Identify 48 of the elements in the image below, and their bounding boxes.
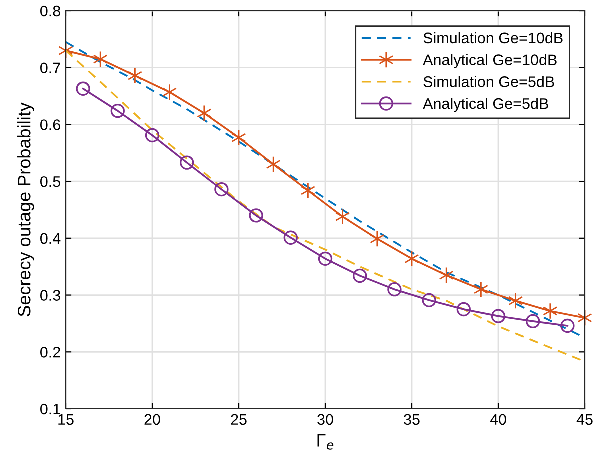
x-tick-label: 40: [490, 414, 506, 426]
y-tick-label: 0.4: [40, 233, 61, 244]
point: [439, 267, 454, 284]
point: [526, 314, 540, 329]
y-tick-label: 0.8: [40, 6, 60, 17]
point: [388, 282, 402, 297]
point: [93, 50, 108, 68]
x-tick-label: 15: [58, 414, 74, 426]
point: [300, 182, 316, 199]
legend-label: Analytical Ge=10dB: [423, 54, 557, 69]
point: [284, 230, 298, 245]
legend-label: Analytical Ge=5dB: [423, 98, 548, 112]
x-tick-label: 35: [404, 414, 420, 426]
x-tick-label: 45: [576, 414, 593, 426]
point: [214, 182, 229, 197]
point: [180, 156, 194, 170]
point: [491, 309, 506, 324]
y-tick-label: 0.1: [40, 404, 60, 415]
point: [422, 293, 436, 308]
point: [508, 292, 524, 310]
point: [335, 208, 350, 226]
y-axis-title: Secrecy outage Probability: [18, 102, 34, 317]
x-tick-label: 20: [144, 414, 160, 426]
point: [76, 82, 90, 96]
point: [145, 128, 160, 143]
legend-label: Simulation Ge=10dB: [424, 32, 563, 44]
y-tick-label: 0.7: [40, 62, 60, 74]
x-axis-title: Γ$_{e}$: [318, 434, 334, 450]
x-tick-label: 30: [318, 414, 334, 426]
x-tick-label: 25: [231, 414, 247, 426]
point: [370, 230, 385, 248]
point: [162, 84, 178, 101]
y-tick-label: 0.2: [40, 347, 60, 358]
y-tick-label: 0.6: [40, 120, 60, 130]
point: [266, 156, 281, 173]
point: [128, 67, 143, 84]
point: [249, 208, 264, 223]
point: [456, 302, 471, 317]
point: [474, 281, 489, 298]
legend-label: Simulation Ge=5dB: [424, 76, 554, 88]
y-tick-label: 0.5: [40, 176, 60, 188]
point: [318, 252, 333, 266]
point: [560, 318, 575, 334]
point: [353, 268, 368, 284]
point: [543, 302, 558, 320]
point: [197, 105, 212, 122]
y-tick-label: 0.3: [40, 290, 60, 301]
point: [110, 104, 125, 118]
